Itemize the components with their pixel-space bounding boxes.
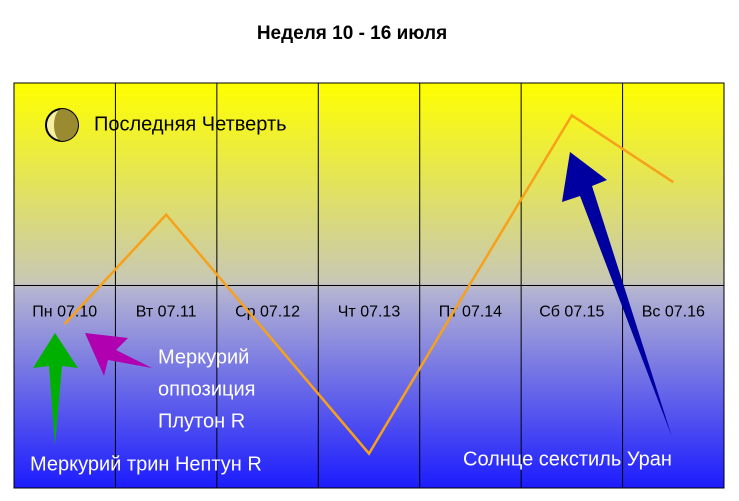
annotation: оппозиция <box>158 378 255 400</box>
chart-title: Неделя 10 - 16 июля <box>257 23 447 44</box>
line <box>63 113 674 456</box>
annotation: Меркурий трин Нептун R <box>30 453 262 475</box>
series <box>63 113 674 456</box>
arrow <box>85 333 152 376</box>
annotation: Меркурий <box>158 346 249 368</box>
arrow <box>33 333 78 445</box>
x-tick-label: Вс 07.16 <box>642 304 705 321</box>
annotation: Последняя Четверть <box>94 113 287 135</box>
x-tick-label: Пн 07.10 <box>32 304 97 321</box>
annotation: Солнце секстиль Уран <box>463 448 672 470</box>
grid <box>14 83 724 488</box>
category-labels: Пн 07.10 Вт 07.11 Ср 07.12 Чт 07.13 Пт 07.14… <box>32 304 705 321</box>
moon-icon <box>45 108 79 142</box>
arrow <box>562 152 672 437</box>
annotation: Плутон R <box>158 410 245 432</box>
x-tick-label: Вт 07.11 <box>136 304 197 321</box>
x-tick-label: Сб 07.15 <box>539 304 604 321</box>
x-tick-label: Чт 07.13 <box>338 304 401 321</box>
